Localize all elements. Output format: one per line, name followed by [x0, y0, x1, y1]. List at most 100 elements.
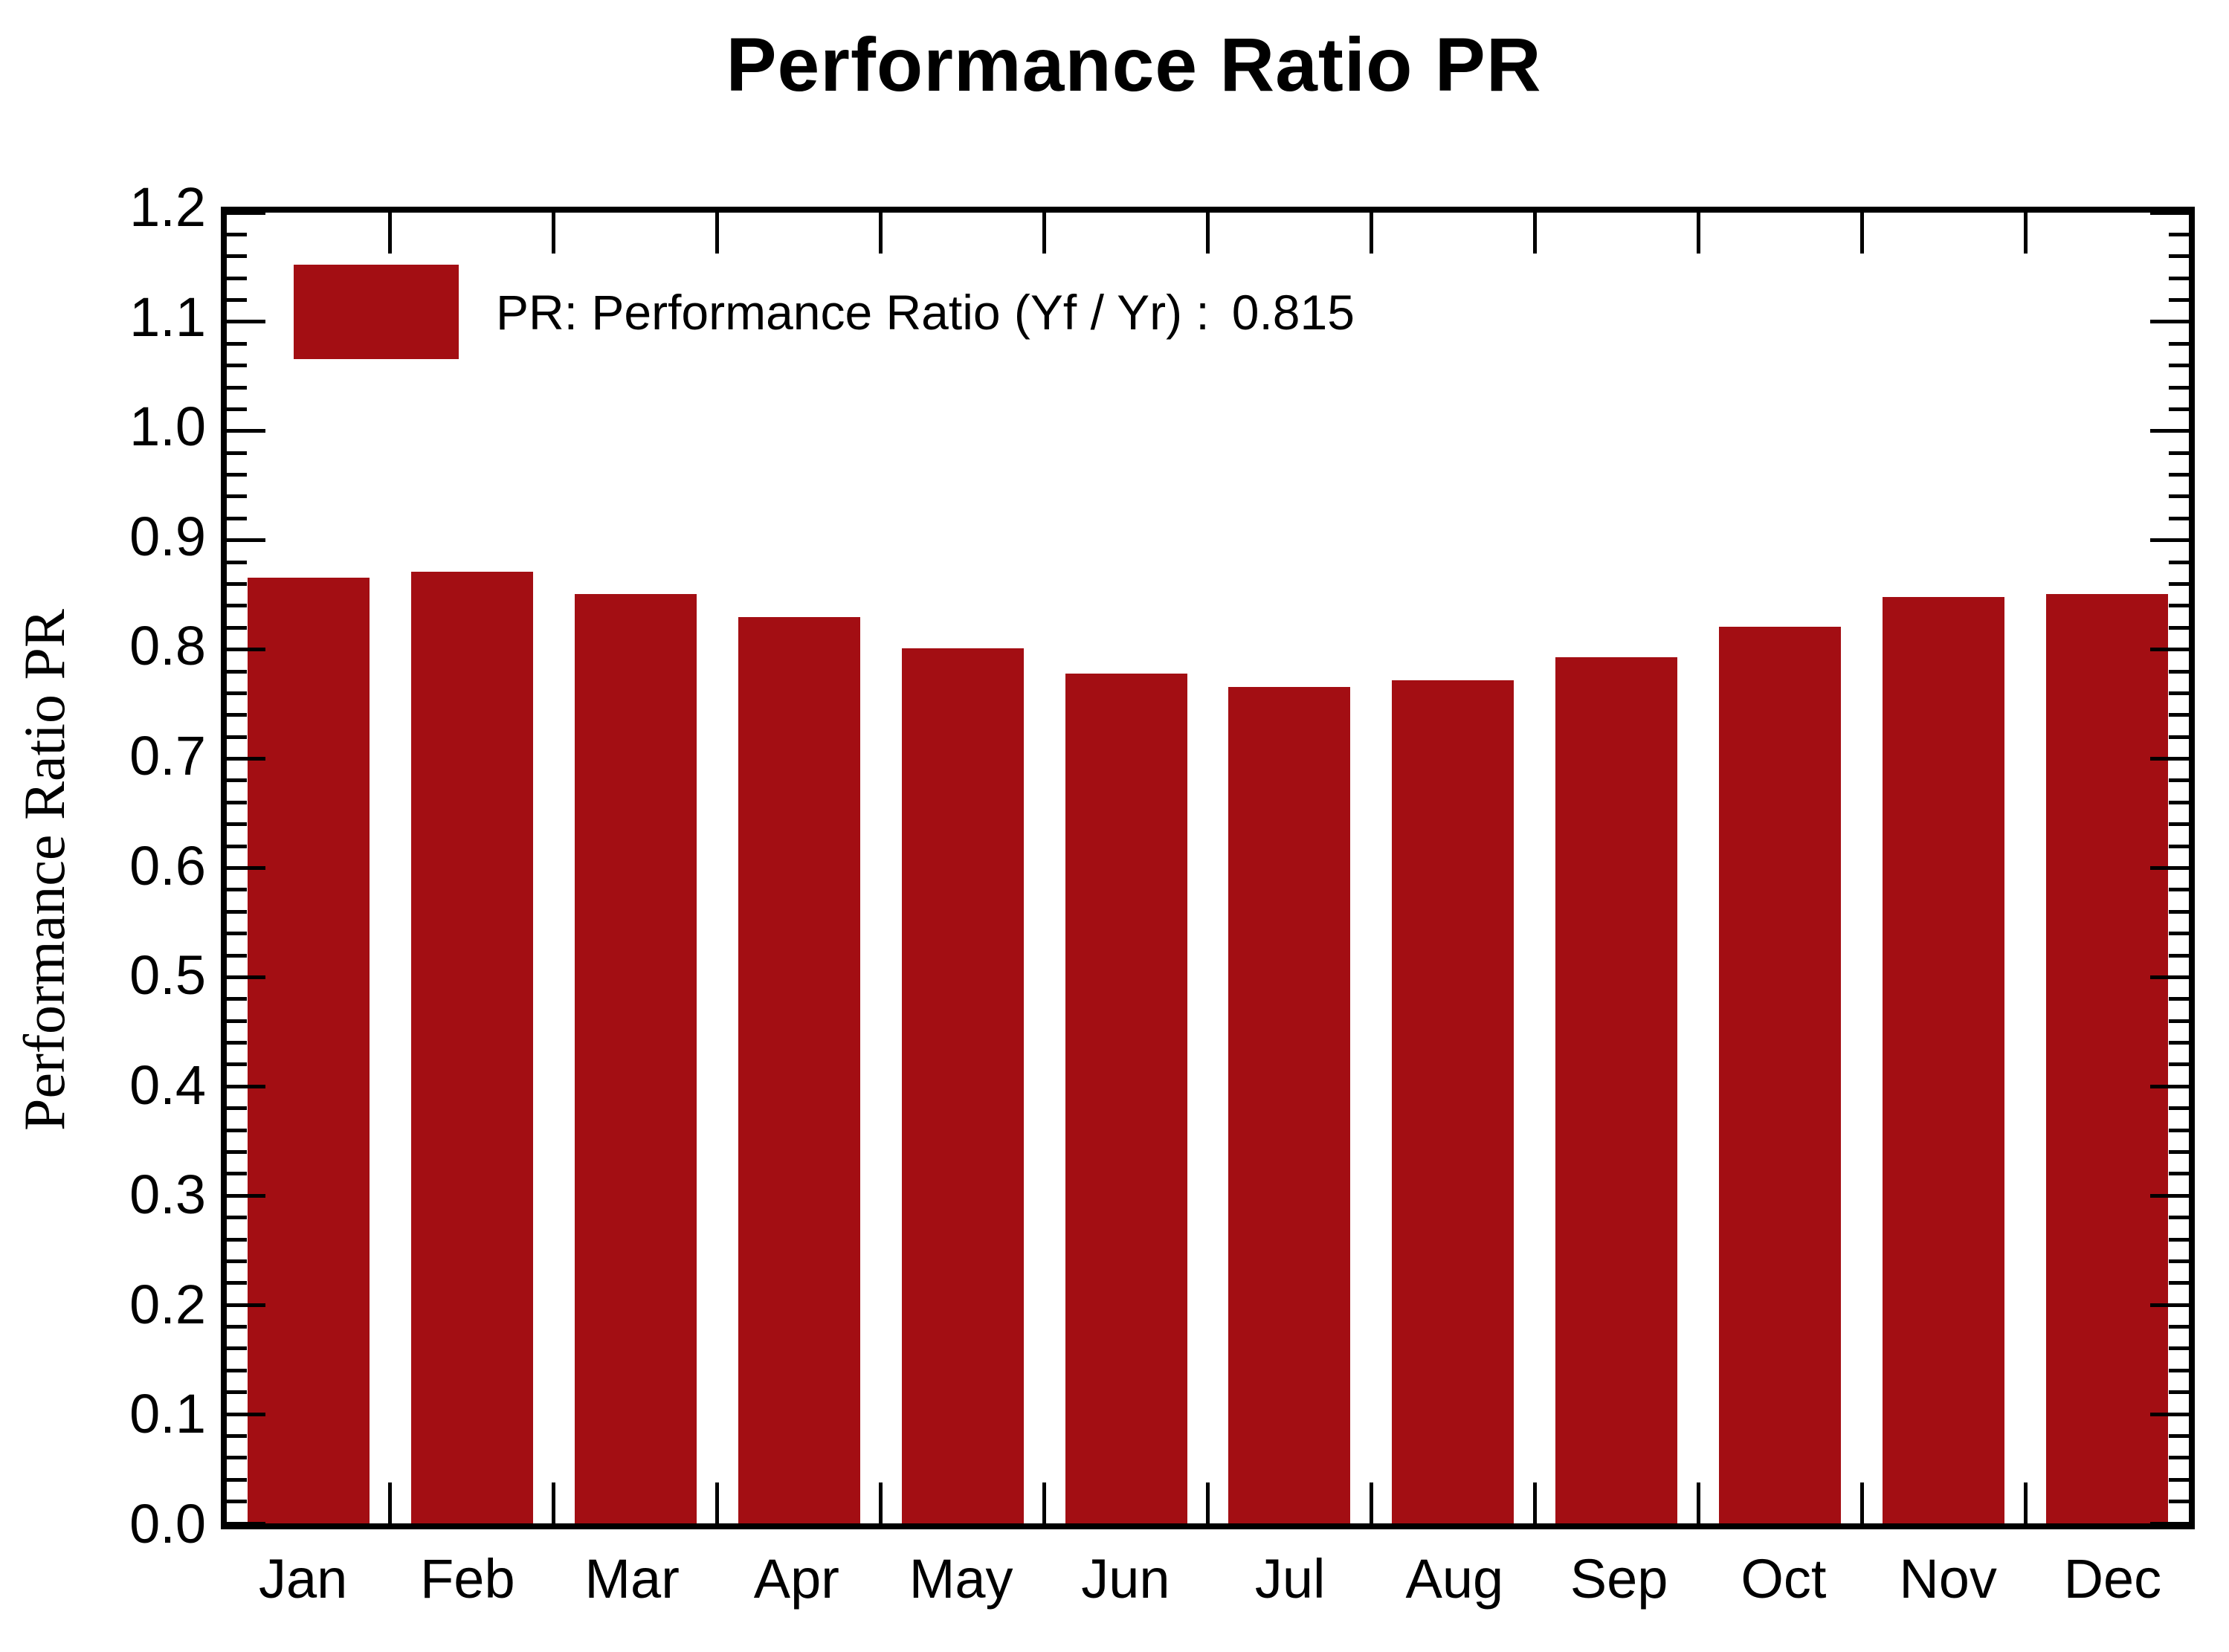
bar-mar: [574, 593, 697, 1523]
y-minor-tick: [2169, 1106, 2189, 1111]
x-tick-label: May: [909, 1548, 1013, 1610]
y-minor-tick: [2169, 232, 2189, 236]
y-minor-tick: [227, 232, 247, 236]
y-tick-label: 0.7: [129, 724, 206, 787]
y-minor-tick: [2169, 1237, 2189, 1242]
y-minor-tick: [2169, 516, 2189, 520]
x-boundary-tick: [1696, 213, 1700, 254]
y-tick-label: 0.6: [129, 834, 206, 897]
y-minor-tick: [2169, 582, 2189, 587]
y-minor-tick: [227, 1149, 247, 1154]
x-boundary-tick: [879, 1482, 883, 1523]
x-tick-label: Nov: [1899, 1548, 1997, 1610]
y-minor-tick: [2169, 1433, 2189, 1438]
x-tick-label: Mar: [584, 1548, 680, 1610]
y-minor-tick: [227, 1216, 247, 1220]
y-minor-tick: [2169, 1281, 2189, 1285]
y-tick-label: 0.0: [129, 1493, 206, 1555]
y-major-tick: [2150, 538, 2189, 543]
x-boundary-tick: [1696, 1482, 1700, 1523]
y-tick-label: 0.4: [129, 1054, 206, 1116]
y-minor-tick: [227, 997, 247, 1001]
y-major-tick: [2150, 648, 2189, 652]
y-minor-tick: [227, 276, 247, 280]
x-boundary-tick: [552, 213, 556, 254]
x-boundary-tick: [1369, 1482, 1373, 1523]
x-tick-label: Sep: [1570, 1548, 1668, 1610]
y-minor-tick: [227, 473, 247, 477]
y-minor-tick: [227, 451, 247, 455]
bars-layer: [227, 213, 2189, 1523]
y-minor-tick: [227, 1281, 247, 1285]
y-minor-tick: [2169, 385, 2189, 390]
y-minor-tick: [227, 298, 247, 303]
y-minor-tick: [2169, 1062, 2189, 1067]
y-major-tick: [2150, 975, 2189, 979]
legend: PR: Performance Ratio (Yf / Yr) : 0.815: [294, 265, 1355, 359]
y-minor-tick: [2169, 1325, 2189, 1329]
y-tick-label: 0.9: [129, 505, 206, 567]
y-minor-tick: [227, 1433, 247, 1438]
y-minor-tick: [227, 888, 247, 892]
bar-aug: [1392, 680, 1515, 1523]
y-minor-tick: [227, 560, 247, 564]
y-minor-tick: [2169, 494, 2189, 499]
x-boundary-tick: [1369, 213, 1373, 254]
y-minor-tick: [2169, 451, 2189, 455]
y-minor-tick: [2169, 473, 2189, 477]
y-minor-tick: [227, 713, 247, 717]
y-minor-tick: [2169, 364, 2189, 368]
y-major-tick: [227, 1412, 265, 1416]
legend-annual-value: 0.815: [1231, 284, 1355, 340]
y-minor-tick: [227, 1456, 247, 1460]
bar-apr: [738, 616, 860, 1523]
y-minor-tick: [2169, 560, 2189, 564]
y-minor-tick: [2169, 254, 2189, 259]
y-minor-tick: [2169, 298, 2189, 303]
y-minor-tick: [2169, 1128, 2189, 1132]
y-major-tick: [2150, 1193, 2189, 1198]
y-major-tick: [227, 648, 265, 652]
y-tick-label: 0.5: [129, 944, 206, 1007]
ticks-layer: [227, 210, 2189, 1526]
y-minor-tick: [227, 669, 247, 674]
y-minor-tick: [227, 1259, 247, 1263]
y-major-tick: [227, 538, 265, 543]
y-minor-tick: [2169, 844, 2189, 848]
y-major-tick: [227, 320, 265, 324]
y-minor-tick: [2169, 407, 2189, 411]
legend-label: PR: Performance Ratio (Yf / Yr) :0.815: [496, 288, 1355, 337]
y-minor-tick: [2169, 604, 2189, 608]
y-minor-tick: [227, 1172, 247, 1176]
y-major-tick: [2150, 1084, 2189, 1088]
y-minor-tick: [227, 1390, 247, 1395]
y-major-tick: [2150, 866, 2189, 870]
y-minor-tick: [2169, 276, 2189, 280]
y-minor-tick: [2169, 909, 2189, 914]
x-tick-label: Oct: [1741, 1548, 1827, 1610]
bar-oct: [1719, 626, 1842, 1523]
y-major-tick: [227, 1193, 265, 1198]
y-minor-tick: [2169, 997, 2189, 1001]
x-boundary-tick: [1206, 1482, 1210, 1523]
bar-jun: [1065, 674, 1187, 1523]
plot-area: PR: Performance Ratio (Yf / Yr) : 0.815: [221, 207, 2195, 1529]
y-major-tick: [227, 1303, 265, 1307]
y-minor-tick: [2169, 1041, 2189, 1045]
x-boundary-tick: [1859, 1482, 1864, 1523]
y-minor-tick: [2169, 1368, 2189, 1372]
y-major-tick: [2150, 320, 2189, 324]
y-minor-tick: [227, 1346, 247, 1351]
x-boundary-tick: [388, 1482, 393, 1523]
y-minor-tick: [2169, 1019, 2189, 1023]
y-minor-tick: [227, 254, 247, 259]
y-minor-tick: [2169, 778, 2189, 783]
x-tick-label: Jun: [1081, 1548, 1170, 1610]
y-tick-label: 1.1: [129, 285, 206, 348]
y-tick-label: 1.2: [129, 176, 206, 238]
y-major-tick: [2150, 1521, 2189, 1526]
x-boundary-tick: [1532, 213, 1537, 254]
y-minor-tick: [227, 1041, 247, 1045]
y-minor-tick: [227, 1325, 247, 1329]
